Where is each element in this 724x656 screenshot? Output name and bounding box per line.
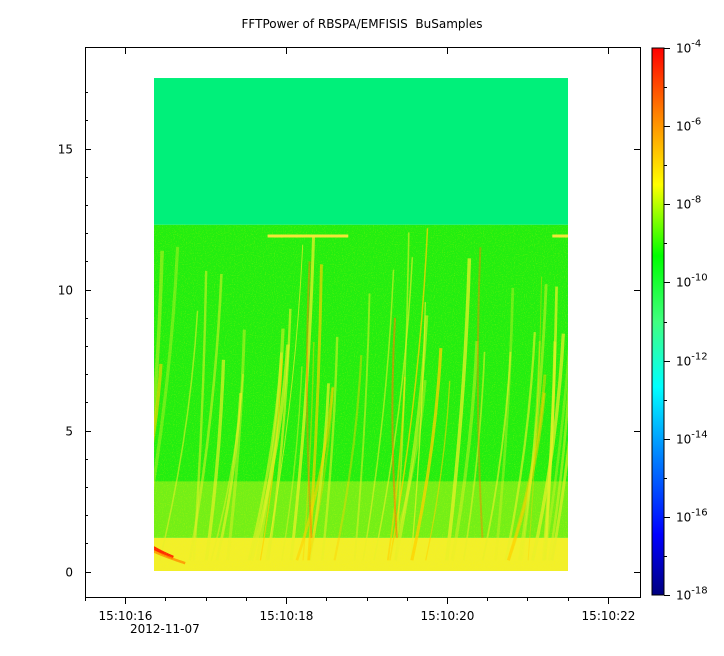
chorus-streak-strong [131, 431, 136, 538]
chorus-streak [117, 343, 150, 560]
chorus-streak [570, 354, 581, 561]
colorbar-tick-label: 10-8 [676, 195, 701, 212]
y-tick-label: 10 [58, 284, 73, 298]
colorbar-tick-label: 10-4 [676, 39, 701, 56]
x-axis: 15:10:16 15:10:18 15:10:20 15:10:22 [85, 47, 636, 623]
x-tick-label: 15:10:20 [421, 609, 475, 623]
chorus-streak [154, 319, 155, 323]
y-tick-label: 5 [65, 425, 73, 439]
chorus-streak [88, 274, 126, 561]
colorbar-tick-label: 10-12 [676, 352, 708, 369]
spectrogram-image [88, 78, 597, 571]
y-tick-label: 0 [65, 566, 73, 580]
colorbar-tick-label: 10-18 [676, 586, 708, 603]
colorbar-ticks: 10-4 10-6 10-8 10-10 10-12 10-14 10-16 10-18 [664, 39, 708, 603]
spectrogram-speckle [154, 224, 568, 571]
plot-frame [85, 47, 641, 598]
x-tick-label: 15:10:18 [260, 609, 314, 623]
spectrogram-band [154, 78, 568, 225]
colorbar-tick-label: 10-16 [676, 508, 708, 525]
y-tick-label: 15 [58, 143, 73, 157]
x-tick-label: 15:10:22 [582, 609, 636, 623]
colorbar-tick-label: 10-6 [676, 117, 701, 134]
chorus-streak [129, 238, 143, 560]
y-axis: 0 5 10 15 [58, 92, 640, 580]
chorus-streak [113, 238, 130, 561]
colorbar-tick-label: 10-14 [676, 430, 708, 447]
chart-title: FFTPower of RBSPA/EMFISIS BuSamples [241, 17, 483, 31]
chorus-streak [585, 295, 597, 561]
colorbar [651, 47, 665, 596]
x-date-label: 2012-11-07 [130, 622, 200, 636]
x-tick-label: 15:10:16 [99, 609, 153, 623]
colorbar-tick-label: 10-10 [676, 273, 708, 290]
